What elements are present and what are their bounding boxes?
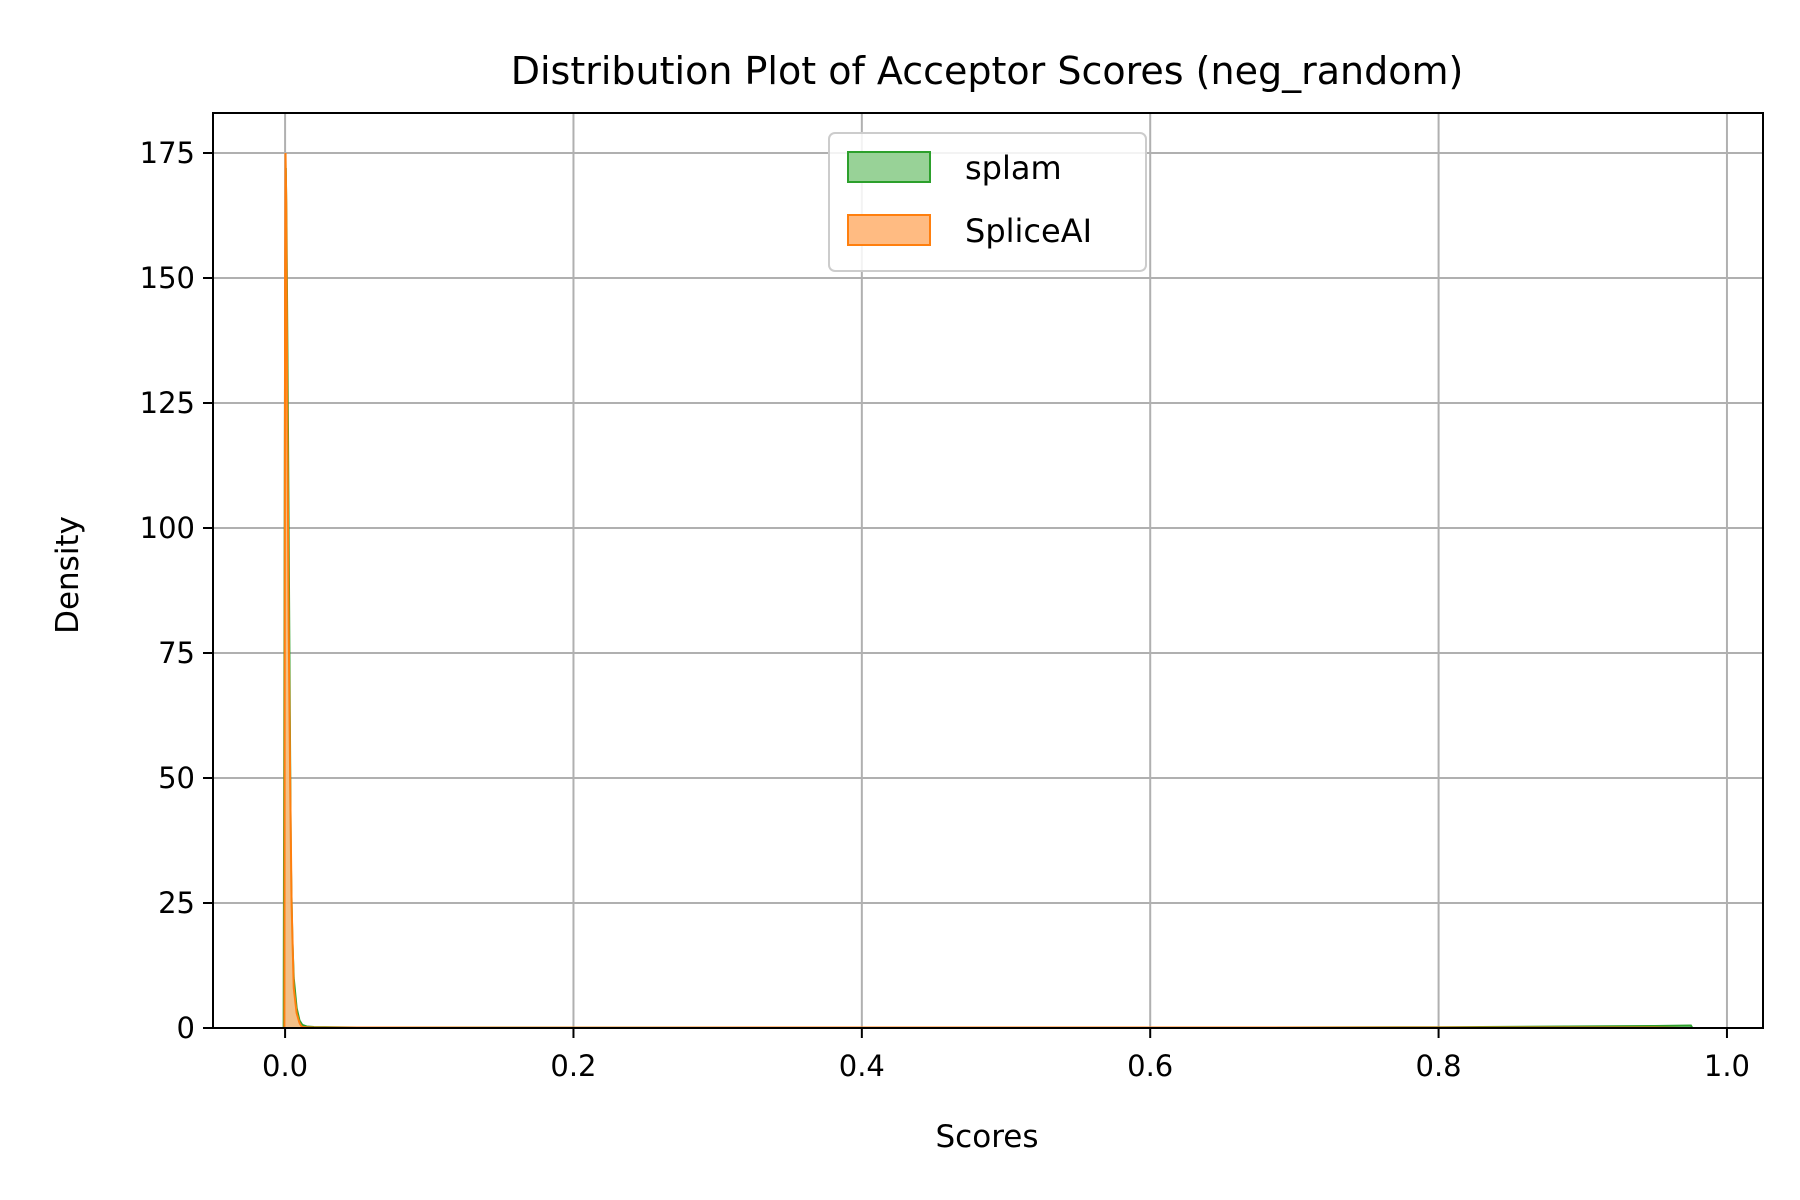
y-tick-label: 150	[140, 261, 195, 295]
y-tick-label: 75	[158, 636, 195, 670]
density-area-spliceai	[284, 153, 1684, 1028]
y-tick-label: 125	[140, 386, 195, 420]
x-tick-label: 1.0	[1704, 1049, 1750, 1083]
y-tick-label: 25	[158, 886, 195, 920]
x-tick-label: 0.4	[839, 1049, 885, 1083]
legend-swatch-splam	[847, 151, 931, 183]
y-tick-label: 100	[140, 511, 195, 545]
plot-frame	[212, 112, 1764, 1029]
density-area-splam	[283, 168, 1693, 1028]
x-tick-label: 0.2	[550, 1049, 596, 1083]
x-axis-label: Scores	[936, 1119, 1039, 1155]
x-tick-label: 0.8	[1416, 1049, 1462, 1083]
density-line-spliceai	[283, 152, 1684, 1029]
legend: splam SpliceAI	[828, 132, 1147, 272]
x-tick-label: 0.6	[1127, 1049, 1173, 1083]
x-tick-label: 0.0	[262, 1049, 308, 1083]
legend-label-spliceai: SpliceAI	[965, 212, 1092, 250]
density-series	[282, 152, 1694, 1029]
legend-label-splam: splam	[965, 149, 1062, 187]
y-tick-label: 0	[177, 1011, 195, 1045]
density-line-splam	[282, 167, 1694, 1029]
y-tick-label: 175	[140, 136, 195, 170]
legend-swatch-spliceai	[847, 214, 931, 246]
y-axis-ticks: 0 25 50 75 100 125 150 175	[140, 136, 213, 1045]
y-tick-label: 50	[158, 761, 195, 795]
x-axis-ticks: 0.0 0.2 0.4 0.6 0.8 1.0	[262, 1028, 1750, 1083]
y-axis-label: Density	[50, 516, 86, 634]
chart-title: Distribution Plot of Acceptor Scores (ne…	[511, 49, 1464, 93]
